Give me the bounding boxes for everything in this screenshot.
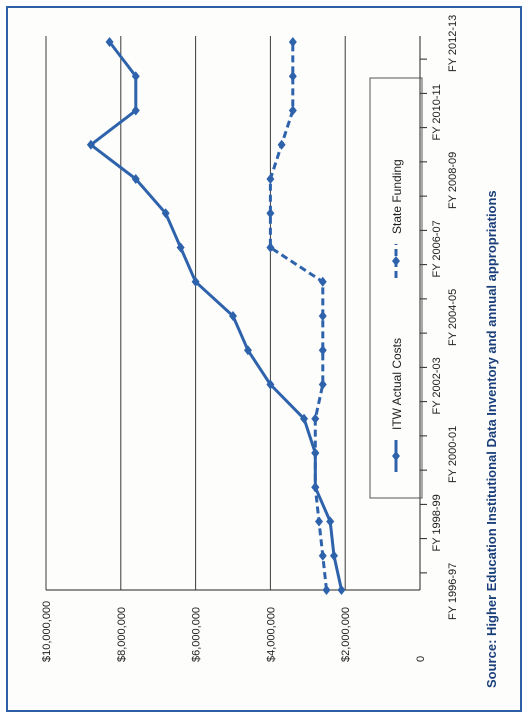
- category-tick-label: FY 2008-09: [447, 152, 459, 209]
- data-point-itw: [326, 516, 335, 527]
- data-point-state: [318, 276, 327, 287]
- legend-item-itw: ITW Actual Costs: [390, 338, 404, 472]
- data-point-itw: [131, 71, 140, 82]
- data-point-itw: [266, 379, 275, 390]
- data-point-state: [318, 311, 327, 321]
- data-point-itw: [105, 37, 114, 47]
- data-point-state: [288, 105, 297, 116]
- category-tick-label: FY 1998-99: [431, 494, 443, 551]
- data-point-itw: [176, 242, 185, 253]
- legend-marker-itw: [392, 451, 400, 461]
- series-line-state: [268, 42, 328, 591]
- category-tick-label: FY 2000-01: [447, 426, 459, 483]
- tick-labels: 0 $2,000,000 $4,000,000 $6,000,000 $8,000,00…: [41, 15, 459, 662]
- series-line-itw: [89, 41, 343, 591]
- value-tick-label: $2,000,000: [340, 607, 352, 662]
- legend-item-state: State Funding: [390, 159, 404, 278]
- data-point-state: [311, 482, 320, 493]
- data-point-itw: [191, 276, 200, 287]
- value-tick-label: $10,000,000: [41, 601, 53, 662]
- category-tick-label: FY 2006-07: [431, 220, 443, 277]
- data-point-itw: [131, 174, 140, 184]
- data-point-state: [311, 448, 320, 458]
- data-point-itw: [243, 345, 252, 356]
- data-point-state: [288, 71, 297, 82]
- source-note: Source: Higher Education Institutional D…: [484, 190, 499, 688]
- value-tick-label: $4,000,000: [265, 607, 277, 662]
- gridlines: [45, 36, 346, 590]
- category-tick-label: FY 1996-97: [447, 563, 459, 620]
- data-point-itw: [131, 105, 140, 116]
- data-point-itw: [329, 550, 338, 561]
- data-point-state: [266, 174, 275, 184]
- data-point-state: [266, 208, 275, 219]
- category-tick-label: FY 2002-03: [431, 357, 443, 414]
- data-point-state: [311, 413, 320, 424]
- data-point-state: [318, 345, 327, 356]
- legend-box: [369, 77, 423, 499]
- chart-frame: [6, 6, 522, 712]
- category-tick-label: FY 2012-13: [447, 15, 459, 72]
- legend-label-state: State Funding: [390, 159, 404, 234]
- data-point-state: [315, 516, 324, 527]
- data-point-state: [266, 242, 275, 253]
- legend: ITW Actual Costs State Funding: [369, 77, 423, 499]
- category-tick-label: FY 2010-11: [431, 84, 443, 140]
- series: [86, 37, 346, 595]
- data-point-state: [318, 550, 327, 561]
- data-point-state: [322, 585, 331, 595]
- category-tick-label: FY 2004-05: [447, 289, 459, 346]
- data-point-itw: [86, 139, 95, 150]
- value-tick-label: 0: [415, 656, 427, 662]
- value-tick-label: $8,000,000: [116, 607, 128, 662]
- data-point-itw: [300, 413, 309, 424]
- data-point-itw: [161, 208, 170, 219]
- legend-marker-state: [392, 256, 400, 266]
- data-point-state: [318, 379, 327, 390]
- data-point-itw: [229, 311, 237, 321]
- data-point-itw: [337, 585, 346, 595]
- value-tick-label: $6,000,000: [191, 607, 203, 662]
- legend-label-itw: ITW Actual Costs: [390, 338, 404, 430]
- data-point-state: [288, 37, 297, 47]
- data-point-state: [277, 139, 286, 150]
